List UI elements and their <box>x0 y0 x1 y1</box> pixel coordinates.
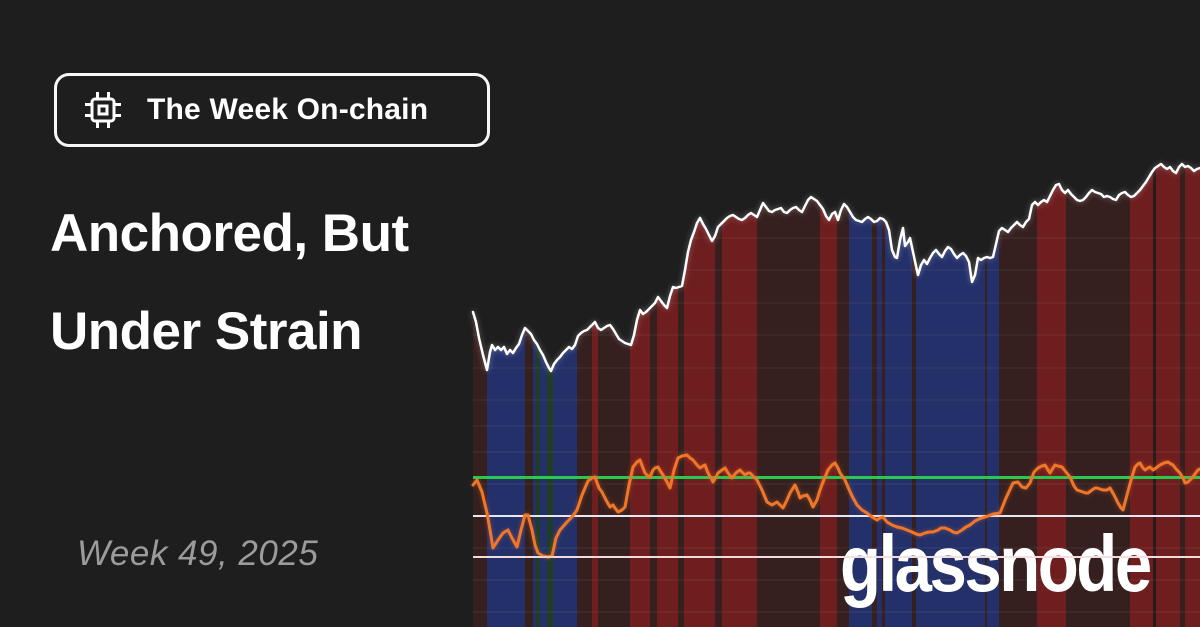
regime-band-maroon <box>912 0 916 627</box>
glassnode-logo: glassnode <box>840 519 1152 608</box>
regime-band-maroon <box>1180 0 1185 627</box>
price-line <box>471 162 1200 373</box>
regime-band-maroon <box>650 0 657 627</box>
chart-background-mask <box>473 0 1200 371</box>
chip-icon <box>85 92 121 128</box>
week-onchain-badge: The Week On-chain <box>54 73 490 147</box>
week-label: Week 49, 2025 <box>77 534 319 573</box>
regime-band-maroon <box>678 0 684 627</box>
regime-band-darkline <box>1153 0 1156 627</box>
regime-band-maroon <box>985 0 987 627</box>
page-title-line1: Anchored, But <box>50 204 409 263</box>
regime-band-maroon <box>715 0 722 627</box>
oscillator-line <box>471 453 1200 559</box>
regime-band-maroon <box>872 0 877 627</box>
regime-band-blue <box>877 0 882 627</box>
regime-band-maroon <box>882 0 885 627</box>
badge-label: The Week On-chain <box>147 93 429 126</box>
white-ref-line-lower-overlay <box>473 556 1200 558</box>
page-title-line2: Under Strain <box>50 302 363 361</box>
